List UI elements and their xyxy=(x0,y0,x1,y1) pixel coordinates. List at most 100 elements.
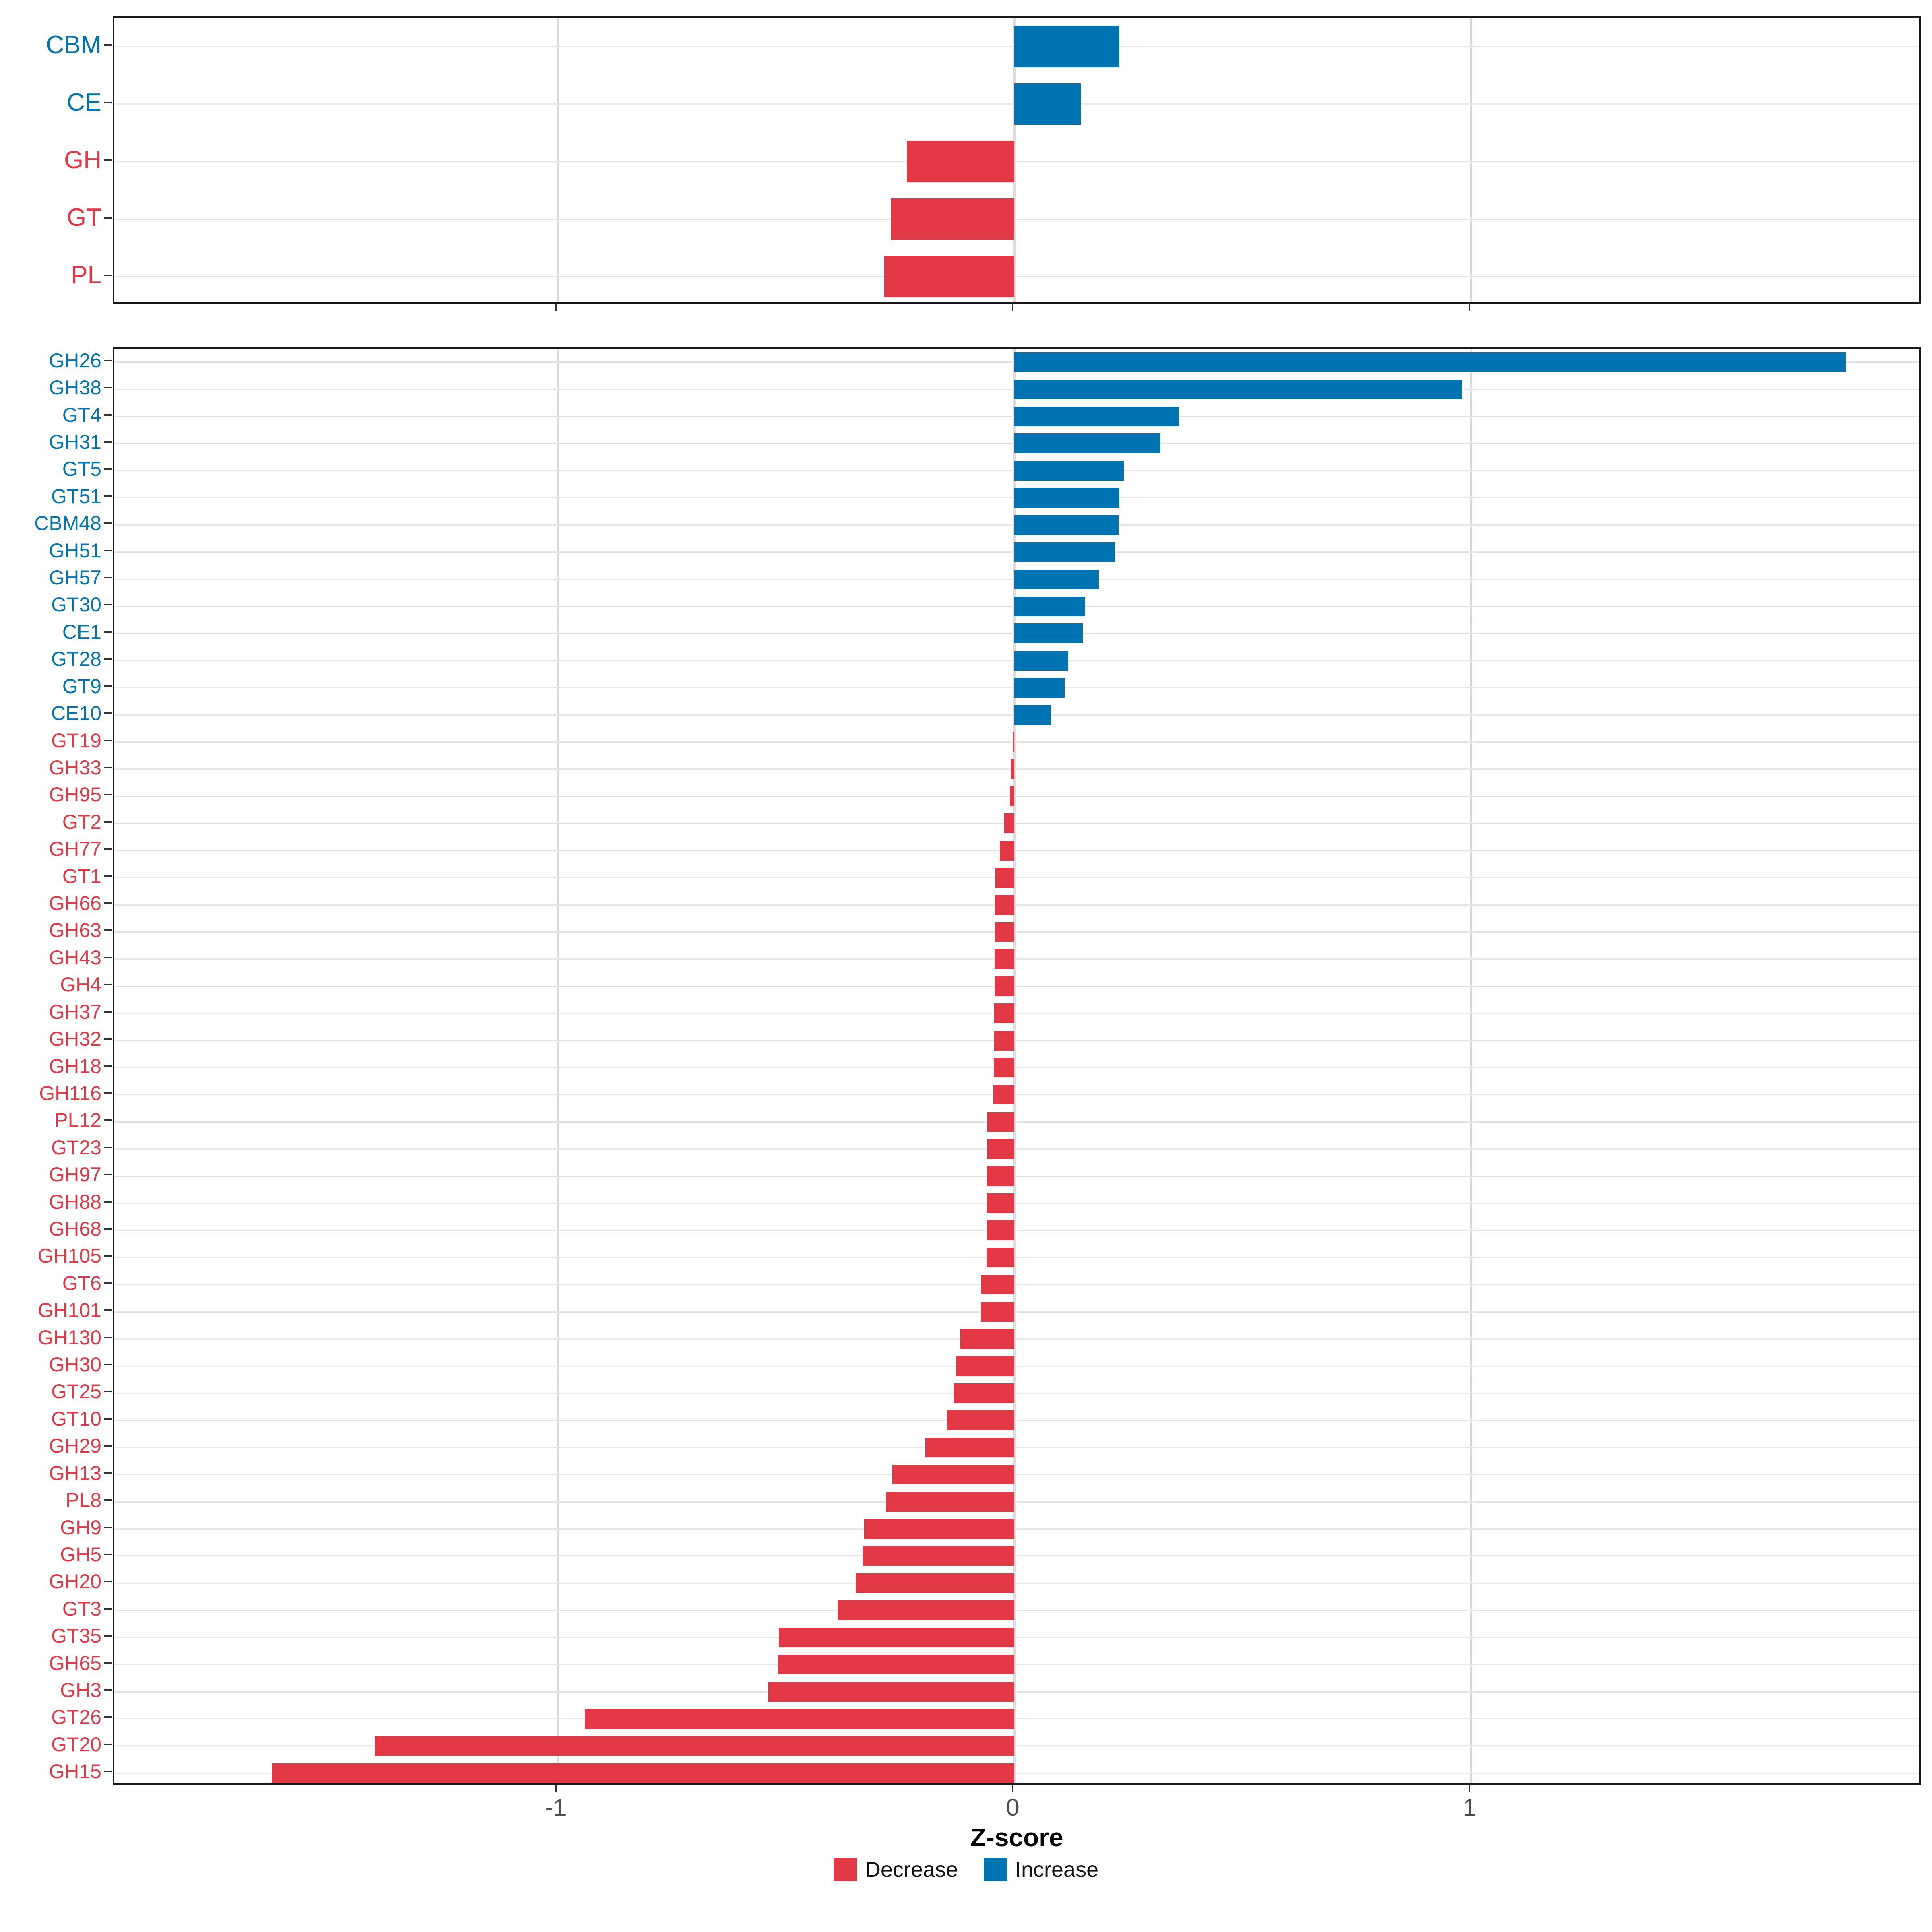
bar-GH68 xyxy=(987,1220,1014,1241)
category-label-CE: CE xyxy=(66,88,101,116)
bar-GT19 xyxy=(1013,732,1014,752)
horizontal-gridline xyxy=(114,1718,1919,1719)
category-label-GT: GT xyxy=(66,203,101,231)
category-label-GH37: GH37 xyxy=(49,1000,101,1023)
bar-GT6 xyxy=(981,1275,1014,1295)
bar-GH95 xyxy=(1009,786,1014,806)
bar-GT26 xyxy=(585,1709,1014,1729)
y-axis-tick xyxy=(104,875,112,877)
y-axis-tick xyxy=(104,1038,112,1040)
category-label-GH101: GH101 xyxy=(37,1299,101,1322)
category-label-GH95: GH95 xyxy=(49,783,101,806)
bar-CBM48 xyxy=(1014,515,1119,535)
bar-GH5 xyxy=(863,1546,1014,1566)
y-axis-tick xyxy=(104,522,112,524)
bar-GH xyxy=(907,141,1014,182)
vertical-gridline-1 xyxy=(1470,349,1472,1783)
legend: Decrease Increase xyxy=(0,1856,1932,1884)
y-axis-tick xyxy=(104,1255,112,1257)
bar-GT28 xyxy=(1014,650,1068,671)
x-axis-tick xyxy=(1012,1785,1013,1792)
bar-CE xyxy=(1014,83,1081,125)
y-axis-tick xyxy=(104,1011,112,1013)
bar-GT10 xyxy=(947,1410,1014,1430)
horizontal-gridline xyxy=(114,768,1919,770)
category-label-CE10: CE10 xyxy=(51,702,101,725)
horizontal-gridline xyxy=(114,1040,1919,1041)
horizontal-gridline xyxy=(114,1121,1919,1123)
y-axis-tick xyxy=(104,685,112,687)
category-label-GH105: GH105 xyxy=(37,1245,101,1267)
y-axis-tick xyxy=(104,1174,112,1176)
y-axis-tick xyxy=(104,1146,112,1148)
category-label-GH57: GH57 xyxy=(49,566,101,589)
category-label-PL12: PL12 xyxy=(54,1109,101,1132)
legend-label-decrease: Decrease xyxy=(865,1858,958,1882)
y-axis-tick xyxy=(104,739,112,741)
y-axis-tick xyxy=(104,359,112,361)
category-label-GT4: GT4 xyxy=(62,403,101,426)
bar-CE1 xyxy=(1014,623,1083,644)
horizontal-gridline xyxy=(114,276,1919,277)
category-label-GH43: GH43 xyxy=(49,946,101,969)
legend-swatch-increase xyxy=(983,1858,1007,1881)
category-label-CBM48: CBM48 xyxy=(34,512,101,535)
y-axis-tick xyxy=(104,1445,112,1447)
category-label-GT2: GT2 xyxy=(62,810,101,833)
y-axis-tick xyxy=(104,1771,112,1773)
horizontal-gridline xyxy=(114,1664,1919,1666)
category-label-GT25: GT25 xyxy=(51,1380,101,1403)
bar-GT4 xyxy=(1014,407,1179,427)
category-label-GH30: GH30 xyxy=(49,1353,101,1376)
category-label-GH9: GH9 xyxy=(60,1516,101,1539)
x-axis-tick xyxy=(555,1785,557,1792)
y-axis-tick xyxy=(104,441,112,443)
category-label-GT30: GT30 xyxy=(51,593,101,616)
y-axis-tick xyxy=(104,1608,112,1610)
y-axis-tick xyxy=(104,1092,112,1094)
bar-GH65 xyxy=(778,1655,1014,1675)
category-label-GH130: GH130 xyxy=(37,1326,101,1349)
vertical-gridline--1 xyxy=(556,18,559,302)
horizontal-gridline xyxy=(114,1284,1919,1286)
y-axis-tick xyxy=(104,1743,112,1745)
category-label-GT9: GT9 xyxy=(62,675,101,698)
y-axis-tick xyxy=(104,468,112,470)
horizontal-gridline xyxy=(114,1420,1919,1421)
horizontal-gridline xyxy=(114,931,1919,933)
y-axis-tick xyxy=(104,101,112,103)
y-axis-tick xyxy=(104,1472,112,1474)
category-label-GH15: GH15 xyxy=(49,1760,101,1783)
y-axis-tick xyxy=(104,1418,112,1420)
x-axis-tick xyxy=(1012,304,1013,311)
bar-GH97 xyxy=(987,1166,1014,1186)
horizontal-gridline xyxy=(114,1392,1919,1394)
horizontal-gridline xyxy=(114,985,1919,987)
y-axis-tick xyxy=(104,604,112,606)
bar-GH66 xyxy=(995,895,1014,915)
horizontal-gridline xyxy=(114,958,1919,960)
bar-GH13 xyxy=(892,1465,1014,1485)
bar-GH116 xyxy=(993,1085,1014,1105)
y-axis-tick xyxy=(104,1309,112,1311)
category-label-GT26: GT26 xyxy=(51,1706,101,1729)
bar-GT xyxy=(891,198,1014,240)
bar-GT5 xyxy=(1014,460,1124,481)
x-axis-tick xyxy=(1469,304,1470,311)
horizontal-gridline xyxy=(114,877,1919,879)
bar-PL xyxy=(884,256,1014,297)
y-axis-tick xyxy=(104,1689,112,1691)
bar-GH20 xyxy=(856,1573,1014,1593)
horizontal-gridline xyxy=(114,1094,1919,1096)
bar-GT9 xyxy=(1014,678,1065,698)
horizontal-gridline xyxy=(114,1745,1919,1747)
category-label-GH116: GH116 xyxy=(39,1082,101,1104)
bar-GH15 xyxy=(272,1763,1014,1783)
y-axis-tick xyxy=(104,658,112,660)
bar-CE10 xyxy=(1014,705,1051,725)
y-axis-tick xyxy=(104,1635,112,1637)
category-label-GH77: GH77 xyxy=(49,838,101,861)
category-label-GH32: GH32 xyxy=(49,1028,101,1051)
horizontal-gridline xyxy=(114,1610,1919,1611)
